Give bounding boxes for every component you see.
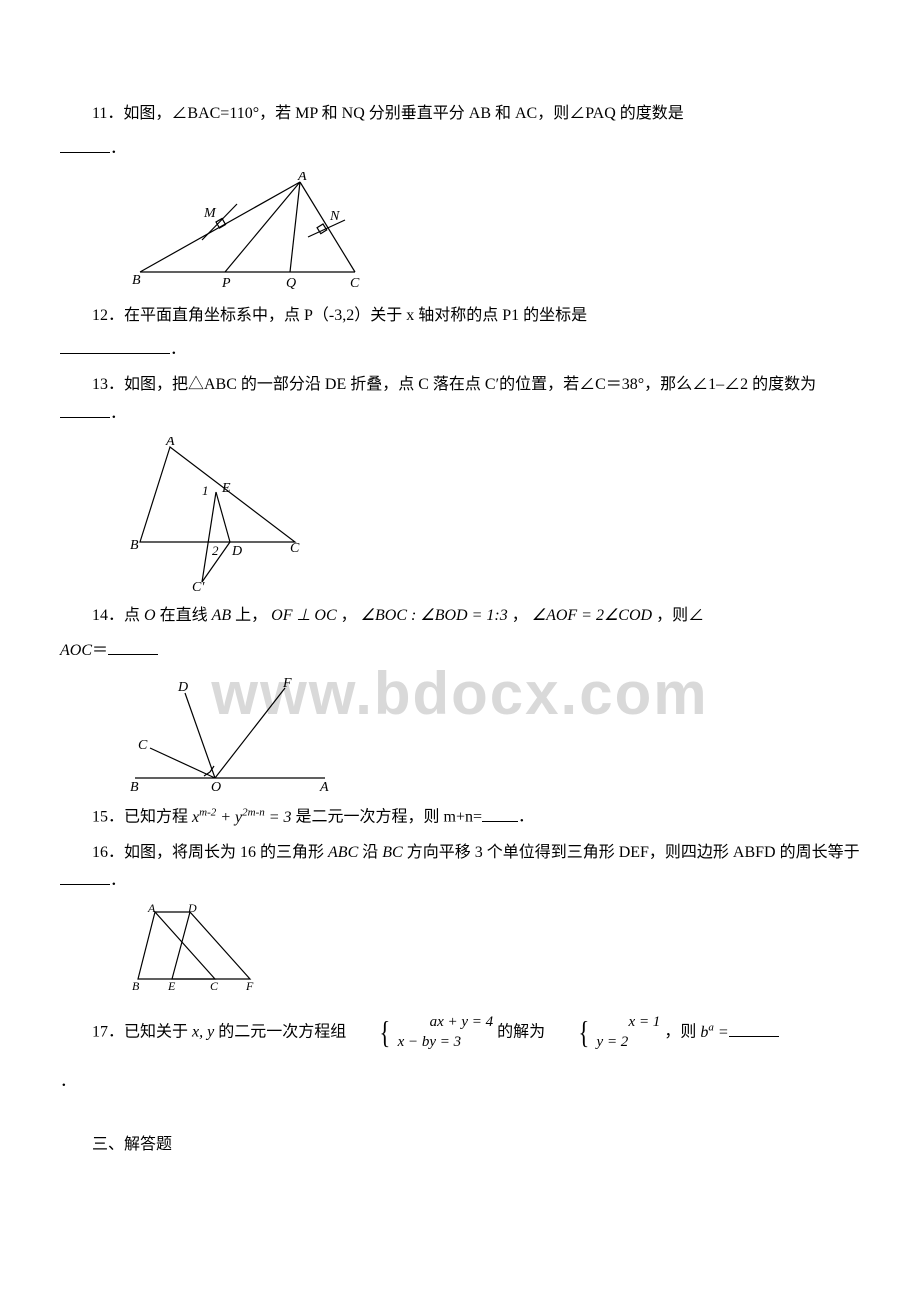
label-C: C (350, 276, 360, 291)
label-M: M (203, 206, 217, 221)
q14-OFOC: OF ⊥ OC (271, 607, 337, 624)
label-E: E (221, 481, 231, 496)
q14-diagram: O A B C D F (130, 673, 860, 793)
label-E: E (167, 979, 176, 993)
brace-icon: { (556, 1004, 589, 1062)
q14-ratio: ∠BOC : ∠BOD = 1:3 (361, 607, 508, 624)
q17-tail: ． (60, 1068, 860, 1097)
q16-text: 16．如图，将周长为 16 的三角形 ABC 沿 BC 方向平移 3 个单位得到… (60, 839, 860, 897)
q15-c: ． (518, 809, 534, 826)
q17-xy: x, y (192, 1024, 214, 1041)
q17-eq1: ax + y = 4 x − by = 3 (398, 1013, 494, 1052)
label-O: O (211, 780, 221, 793)
label-Cp: C′ (192, 580, 205, 592)
label-F: F (245, 979, 254, 993)
q14-blank (108, 639, 158, 655)
q17-eq2: x = 1y = 2 (597, 1013, 661, 1052)
q15-text: 15．已知方程 xm-2 + y2m-n = 3 是二元一次方程，则 m+n= ． (60, 803, 860, 832)
q17-eq1-l2: x − by = 3 (398, 1034, 462, 1050)
q14-eq: ＝ (92, 642, 108, 659)
q14-c: 上， (235, 607, 267, 624)
q13-diagram: A B C D E C′ 1 2 (130, 437, 860, 592)
q17-ba: ba = (700, 1024, 728, 1041)
label-B: B (132, 979, 140, 993)
q17-a: 17．已知关于 (92, 1024, 188, 1041)
label-A: A (165, 437, 175, 449)
q17-eq2-l1: x = 1 (629, 1014, 661, 1030)
q14-d: ， (341, 607, 357, 624)
label-F: F (282, 676, 292, 691)
q15-blank (482, 806, 518, 822)
label-D: D (177, 680, 188, 695)
label-1: 1 (202, 483, 209, 498)
label-C: C (138, 738, 148, 753)
q12-text-a: 12．在平面直角坐标系中，点 P（-3,2）关于 x 轴对称的点 P1 的坐标是 (92, 307, 587, 324)
q11-text: 11．如图，∠BAC=110°，若 MP 和 NQ 分别垂直平分 AB 和 AC… (60, 100, 860, 129)
label-N: N (329, 209, 340, 224)
q13-text: 13．如图，把△ABC 的一部分沿 DE 折叠，点 C 落在点 C′的位置，若∠… (60, 371, 860, 429)
label-D: D (187, 904, 197, 915)
q11-text-tail: ． (60, 135, 860, 164)
q17-d: ，则 (664, 1024, 696, 1041)
q14-e: ， (512, 607, 528, 624)
brace-icon: { (357, 1004, 390, 1062)
label-B: B (130, 538, 139, 553)
q12-tail: ． (60, 336, 860, 365)
q16-diagram: A D B E C F (130, 904, 860, 994)
q14-a: 14．点 (92, 607, 140, 624)
q14-AB: AB (212, 607, 232, 624)
q15-b: 是二元一次方程，则 m+n= (296, 809, 483, 826)
q16-d: ． (110, 872, 126, 889)
q14-aof: ∠AOF = 2∠COD (532, 607, 652, 624)
q11-text-b: ． (110, 140, 126, 157)
q17-blank (729, 1021, 779, 1037)
label-Q: Q (286, 276, 296, 291)
q16-a: 16．如图，将周长为 16 的三角形 (92, 844, 324, 861)
label-C: C (290, 541, 300, 556)
q16-BC: BC (382, 844, 402, 861)
label-C: C (210, 979, 219, 993)
q15-eq: xm-2 + y2m-n = 3 (192, 809, 292, 826)
q17-eq1-l1: ax + y = 4 (430, 1014, 494, 1030)
q13-text-b: ． (110, 405, 126, 422)
q12-blank (60, 338, 170, 354)
q14-tail: AOC＝ (60, 637, 860, 666)
q11-text-a: 11．如图，∠BAC=110°，若 MP 和 NQ 分别垂直平分 AB 和 AC… (92, 105, 684, 122)
section-3-title: 三、解答题 (60, 1131, 860, 1160)
q11-diagram: A B C P Q M N (130, 172, 860, 292)
label-B: B (130, 780, 139, 793)
q14-text: 14．点 O 在直线 AB 上， OF ⊥ OC ， ∠BOC : ∠BOD =… (60, 602, 860, 631)
q17-e: ． (60, 1073, 76, 1090)
label-A: A (319, 780, 329, 793)
q17-eqsign: = (714, 1024, 729, 1041)
q13-text-a: 13．如图，把△ABC 的一部分沿 DE 折叠，点 C 落在点 C′的位置，若∠… (92, 376, 816, 393)
q16-b: 沿 (362, 844, 378, 861)
label-D: D (231, 544, 242, 559)
q14-f: ，则∠ (656, 607, 704, 624)
q17-eq2-l2: y = 2 (597, 1034, 629, 1050)
label-2: 2 (212, 543, 219, 558)
page-content: 11．如图，∠BAC=110°，若 MP 和 NQ 分别垂直平分 AB 和 AC… (60, 100, 860, 1160)
label-A: A (147, 904, 156, 915)
q12-text: 12．在平面直角坐标系中，点 P（-3,2）关于 x 轴对称的点 P1 的坐标是 (60, 302, 860, 331)
section-3-text: 三、解答题 (92, 1136, 172, 1153)
q17-b: 的二元一次方程组 (218, 1024, 346, 1041)
q11-blank (60, 137, 110, 153)
q14-b: 在直线 (160, 607, 208, 624)
label-P: P (221, 276, 231, 291)
q17-text: 17．已知关于 x, y 的二元一次方程组 { ax + y = 4 x − by … (60, 1004, 860, 1062)
q16-ABC: ABC (328, 844, 358, 861)
q12-text-b: ． (170, 341, 186, 358)
q16-c: 方向平移 3 个单位得到三角形 DEF，则四边形 ABFD 的周长等于 (407, 844, 860, 861)
label-A: A (297, 172, 307, 184)
q13-blank (60, 402, 110, 418)
q16-blank (60, 869, 110, 885)
q14-AOC: AOC (60, 642, 92, 659)
q15-a: 15．已知方程 (92, 809, 188, 826)
q14-O: O (144, 607, 156, 624)
q17-c: 的解为 (497, 1024, 545, 1041)
label-B: B (132, 273, 141, 288)
